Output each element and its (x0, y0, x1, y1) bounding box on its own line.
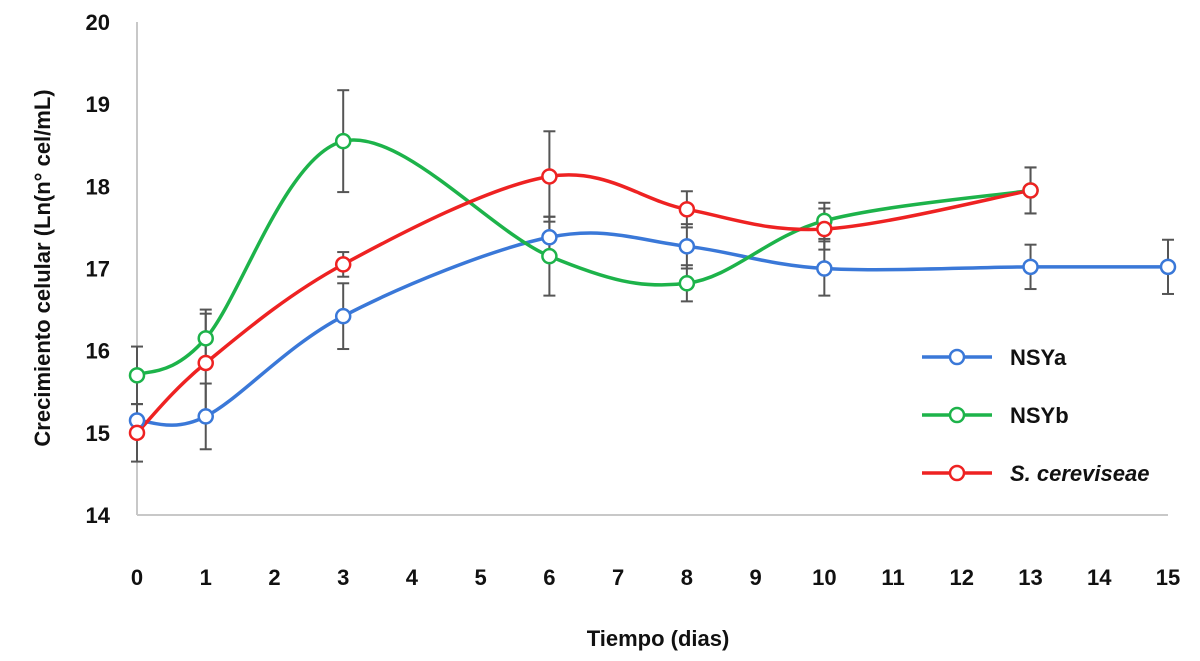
data-point (1022, 182, 1039, 199)
legend-item-1: NSYb (922, 403, 1069, 428)
x-tick-label: 10 (812, 565, 836, 590)
data-point (334, 132, 352, 150)
series-line-2 (135, 173, 1031, 435)
x-tick-label: 5 (475, 565, 487, 590)
y-tick-label: 20 (86, 10, 110, 35)
data-point (678, 275, 696, 292)
data-point (128, 424, 146, 442)
y-tick-label: 15 (86, 421, 110, 446)
x-tick-label: 14 (1087, 565, 1112, 590)
data-point (1022, 258, 1039, 276)
x-axis-title: Tiempo (dias) (587, 626, 730, 651)
x-tick-label: 8 (681, 565, 693, 590)
legend-swatch-marker (948, 406, 966, 424)
x-tick-label: 0 (131, 565, 143, 590)
legend-item-0: NSYa (922, 345, 1067, 370)
x-tick-label: 1 (200, 565, 212, 590)
x-tick-label: 11 (881, 565, 904, 590)
x-tick-label: 3 (337, 565, 349, 590)
error-bars-2 (131, 130, 1037, 463)
data-point (128, 367, 146, 384)
x-tick-label: 9 (749, 565, 761, 590)
data-point (678, 238, 696, 255)
x-tick-label: 7 (612, 565, 624, 590)
data-point (816, 220, 833, 238)
data-point (678, 201, 696, 218)
y-tick-label: 14 (86, 503, 111, 528)
series-line-0 (136, 231, 1169, 427)
legend-item-2: S. cereviseae (922, 461, 1149, 486)
legend-swatch-marker (948, 348, 966, 366)
x-tick-labels: 0 1 2 3 4 5 6 7 8 9 10 11 12 13 14 15 (131, 565, 1180, 590)
plot-area (128, 22, 1177, 516)
x-tick-label: 2 (268, 565, 280, 590)
data-point (197, 330, 214, 347)
x-tick-label: 15 (1156, 565, 1180, 590)
data-point (334, 307, 352, 325)
y-tick-label: 17 (86, 257, 110, 282)
data-point (1159, 258, 1177, 276)
y-tick-labels: 14 15 16 17 18 19 20 (86, 10, 111, 528)
data-point (334, 256, 352, 273)
y-tick-label: 18 (86, 174, 110, 199)
data-point (541, 229, 558, 246)
legend-label: S. cereviseae (1010, 461, 1149, 486)
y-tick-label: 16 (86, 339, 110, 364)
y-tick-label: 19 (86, 92, 110, 117)
legend-swatch-marker (948, 464, 966, 482)
x-tick-label: 13 (1018, 565, 1042, 590)
legend-label: NSYa (1010, 345, 1067, 370)
x-tick-label: 4 (406, 565, 419, 590)
error-bars-1 (131, 89, 1037, 406)
data-point (197, 354, 214, 372)
y-axis-title: Crecimiento celular (Ln(n° cel/mL) (30, 89, 55, 446)
data-point (541, 168, 558, 185)
data-point (197, 408, 214, 425)
data-point (541, 247, 558, 265)
data-point (816, 260, 833, 277)
legend-label: NSYb (1010, 403, 1069, 428)
x-tick-label: 12 (950, 565, 974, 590)
legend: NSYa NSYb S. cereviseae (922, 345, 1149, 486)
x-tick-label: 6 (543, 565, 555, 590)
